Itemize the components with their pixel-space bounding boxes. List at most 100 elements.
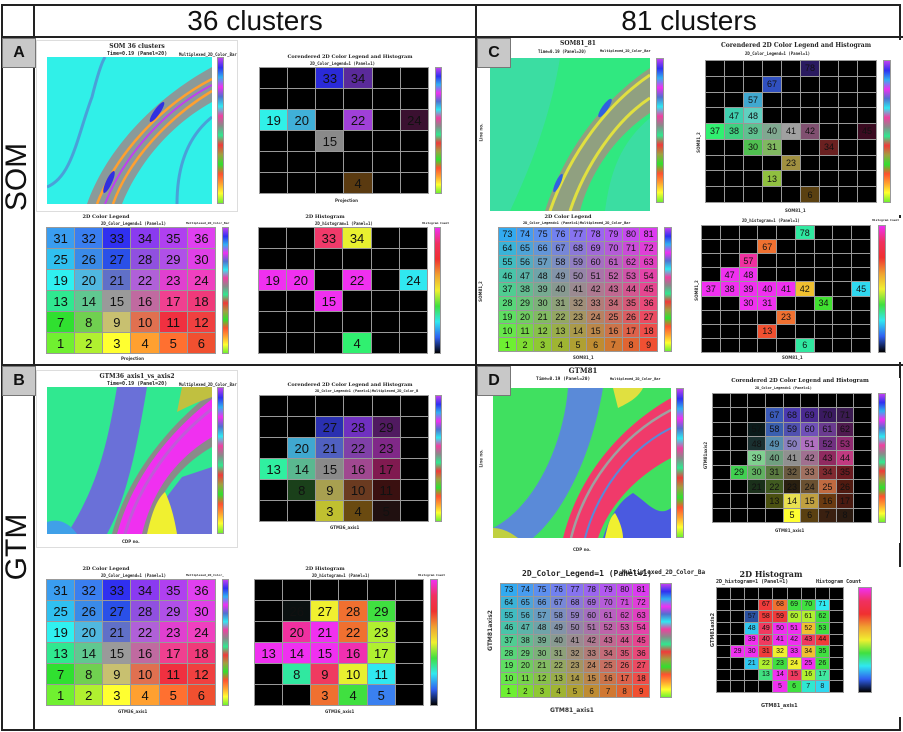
grid-cell: [839, 108, 857, 124]
grid-cell: [725, 139, 743, 155]
grid-cell: 72: [633, 596, 649, 609]
c-seismic-ylabel: Line no.: [478, 123, 484, 142]
grid-cell: [833, 282, 852, 296]
grid-cell: [858, 155, 876, 171]
grid-cell: 64: [499, 241, 516, 255]
grid-cell: 39: [744, 124, 762, 139]
grid-cell: 34: [344, 68, 372, 88]
grid-cell: 29: [730, 465, 748, 479]
grid-cell: [725, 187, 743, 202]
grid-cell: 17: [616, 672, 633, 685]
grid-cell: 73: [499, 228, 516, 241]
grid-cell: 29: [731, 646, 745, 657]
grid-cell: [829, 646, 843, 657]
grid-cell: 12: [534, 672, 550, 685]
grid-cell: 41: [777, 282, 795, 296]
grid-cell: [833, 268, 852, 282]
grid-cell: [315, 249, 343, 269]
grid-cell: [731, 588, 745, 599]
grid-cell: 9: [103, 664, 131, 684]
grid-cell: 25: [801, 658, 815, 669]
grid-cell: 47: [725, 108, 743, 124]
d-legend-cbar-label: Multiplexed_2D_Color_Bar: [622, 569, 709, 576]
grid-cell: [316, 396, 344, 416]
grid-cell: 28: [501, 647, 517, 659]
c-seismic-image: [490, 58, 650, 211]
grid-cell: 10: [499, 324, 516, 338]
grid-cell: 10: [344, 480, 372, 500]
grid-cell: 10: [339, 664, 367, 684]
grid-cell: 3: [103, 333, 131, 353]
grid-cell: 48: [534, 622, 550, 634]
grid-cell: [782, 139, 800, 155]
grid-cell: [852, 226, 870, 240]
grid-cell: 35: [159, 580, 187, 600]
d-corendered-ylabel: GTM81axis2: [703, 441, 709, 470]
grid-cell: 54: [640, 269, 657, 283]
grid-cell: [739, 240, 758, 254]
grid-cell: 43: [604, 283, 622, 296]
grid-cell: 68: [783, 408, 801, 422]
grid-cell: [713, 508, 730, 522]
d-histogram-title: 2D Histogram: [739, 569, 803, 579]
grid-cell: [833, 240, 852, 254]
grid-cell: 35: [159, 228, 187, 248]
grid-cell: [400, 89, 428, 109]
c-histogram-plot: 2D_histogram=1 (Panel=1) Histogram Count…: [692, 218, 902, 362]
grid-cell: 57: [744, 92, 762, 108]
grid-cell: 50: [567, 622, 583, 634]
grid-cell: [763, 187, 781, 202]
grid-cell: 36: [187, 580, 215, 600]
grid-cell: 81: [640, 228, 657, 241]
c-corendered-subtitle: 2D_Color_Legend=1 (Panel=1): [745, 51, 811, 56]
grid-cell: 39: [534, 283, 551, 296]
grid-cell: 23: [372, 438, 400, 458]
grid-cell: [814, 324, 833, 338]
grid-cell: 15: [316, 459, 344, 479]
grid-cell: 43: [801, 634, 815, 646]
grid-cell: [288, 89, 316, 109]
d-corendered-subtitle: 2D_Color_Legend=1 (Panel=1): [755, 386, 812, 390]
grid-cell: [400, 480, 428, 500]
grid-cell: [744, 171, 762, 187]
grid-cell: 30: [534, 647, 550, 659]
grid-cell: [288, 152, 316, 172]
grid-cell: 13: [763, 171, 781, 187]
grid-cell: 43: [818, 451, 836, 465]
grid-cell: 18: [640, 324, 657, 338]
grid-cell: 31: [763, 139, 781, 155]
c-legend-grid: 73 74 75 76 77 78 79 80 81 64 65 66 67 68 69 70 71 72 55 56…: [498, 227, 658, 352]
grid-cell: [255, 664, 283, 684]
c-seismic-title: SOM81_81: [560, 40, 596, 47]
grid-cell: 6: [795, 338, 814, 352]
grid-cell: [395, 601, 423, 621]
grid-cell: 32: [773, 646, 787, 657]
grid-cell: 35: [622, 296, 640, 310]
grid-cell: [255, 601, 283, 621]
grid-cell: 38: [720, 282, 739, 296]
grid-cell: [344, 89, 372, 109]
grid-cell: [706, 187, 724, 202]
grid-cell: 53: [836, 436, 854, 451]
grid-cell: 12: [187, 664, 215, 684]
grid-cell: [730, 422, 748, 436]
grid-cell: 33: [103, 228, 131, 248]
a-legend-cbar-label: Multiplexed_2D_Color_Bar: [186, 221, 230, 225]
grid-cell: 76: [551, 228, 569, 241]
grid-cell: 5: [773, 681, 787, 692]
grid-cell: [260, 152, 288, 172]
grid-cell: [858, 108, 876, 124]
grid-cell: [801, 92, 819, 108]
grid-cell: 61: [818, 422, 836, 436]
grid-cell: [759, 588, 773, 599]
grid-cell: [795, 254, 814, 268]
grid-cell: 22: [131, 622, 159, 642]
grid-cell: 75: [534, 584, 550, 596]
grid-cell: 60: [587, 255, 604, 269]
grid-cell: 4: [551, 338, 569, 351]
grid-cell: 21: [316, 438, 344, 458]
grid-cell: [820, 155, 838, 171]
grid-cell: [702, 338, 720, 352]
grid-cell: 29: [159, 601, 187, 621]
d-corendered-xlabel: GTM81_axis1: [775, 528, 805, 533]
